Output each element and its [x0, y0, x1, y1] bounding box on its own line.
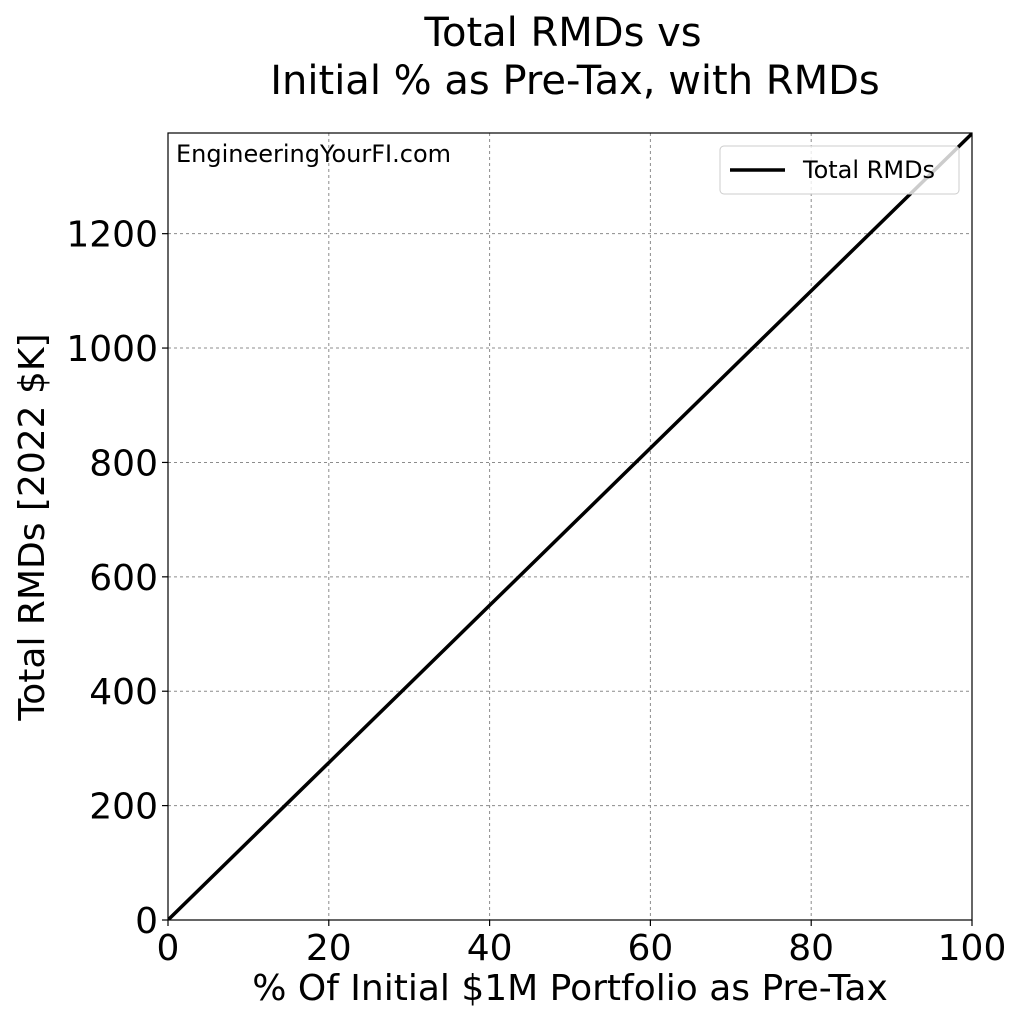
x-axis-ticks: 0 20 40 60 80 100: [157, 920, 1007, 969]
y-tick-label: 200: [89, 787, 158, 828]
x-tick-label: 100: [938, 928, 1007, 969]
y-tick-label: 1000: [66, 329, 158, 370]
x-tick-label: 40: [467, 928, 513, 969]
y-axis-label: Total RMDs [2022 $K]: [12, 333, 53, 721]
y-tick-label: 1200: [66, 215, 158, 256]
chart-title-line-1: Total RMDs vs: [423, 10, 701, 56]
plot-area: [167, 132, 973, 921]
x-tick-label: 60: [627, 928, 673, 969]
series-line-total-rmds: [168, 133, 972, 920]
x-tick-label: 0: [157, 928, 180, 969]
chart-title-line-2: Initial % as Pre-Tax, with RMDs: [270, 58, 880, 104]
y-tick-label: 400: [89, 672, 158, 713]
x-tick-label: 20: [306, 928, 352, 969]
y-tick-label: 0: [135, 901, 158, 942]
y-tick-label: 800: [89, 443, 158, 484]
legend-box: [719, 145, 960, 195]
x-tick-label: 80: [788, 928, 834, 969]
x-axis-label: % Of Initial $1M Portfolio as Pre-Tax: [252, 968, 888, 1009]
y-axis-ticks: 0 200 400 600 800 1000 1200: [66, 215, 168, 942]
watermark-text: EngineeringYourFI.com: [176, 140, 451, 168]
series-layer: [168, 133, 972, 920]
legend: Total RMDs: [719, 145, 960, 195]
legend-label-total-rmds: Total RMDs: [802, 156, 935, 184]
y-tick-label: 600: [89, 558, 158, 599]
